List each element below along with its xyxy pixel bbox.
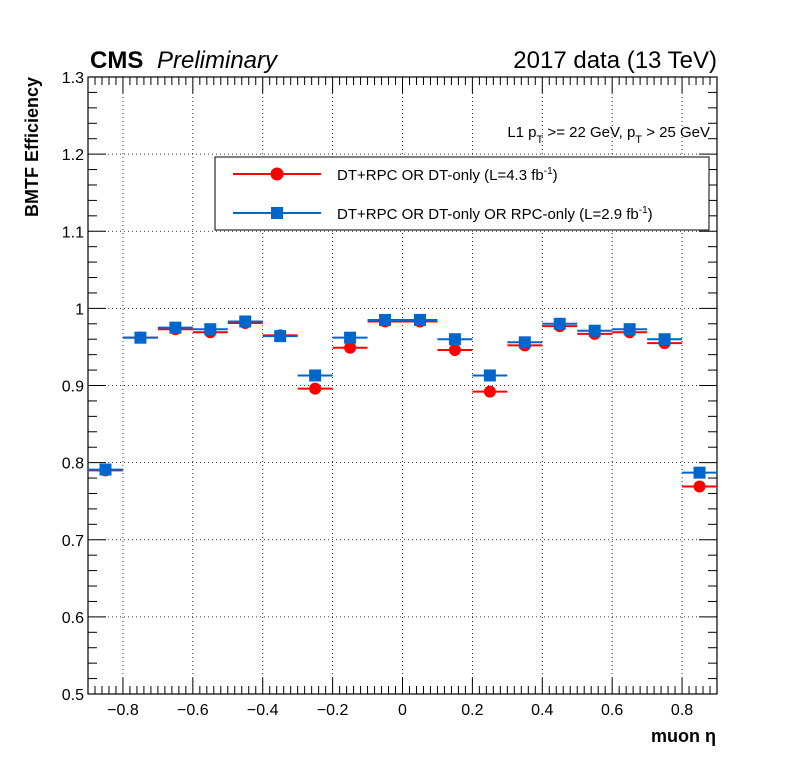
data-point-circle (344, 341, 357, 354)
grid (88, 77, 717, 694)
x-tick-label: −0.8 (107, 702, 139, 719)
cut-prefix: L1 p (507, 124, 536, 141)
data-point-circle (693, 480, 706, 493)
y-tick-label: 0.5 (62, 687, 84, 704)
cut-sub-1: T (537, 134, 544, 146)
cut-label: L1 pT >= 22 GeV, pT > 25 GeV (507, 124, 710, 146)
data-point-square (623, 323, 636, 336)
x-axis-title: muon η (651, 726, 716, 746)
y-tick-label: 0.8 (62, 456, 84, 473)
legend-2-close: ) (648, 206, 653, 223)
data-point-square (413, 313, 426, 326)
x-tick-label: −0.2 (317, 702, 349, 719)
x-tick-label: 0 (398, 702, 407, 719)
cut-sub-2: T (635, 134, 642, 146)
data-point-square (448, 333, 461, 346)
cut-middle: >= 22 GeV, p (543, 124, 635, 141)
data-point-square (379, 313, 392, 326)
series-square (88, 313, 717, 479)
legend-2-text: DT+RPC OR DT-only OR RPC-only (L=2.9 fb (337, 206, 639, 223)
y-tick-label: 0.9 (62, 379, 84, 396)
data-point-square (588, 324, 601, 337)
data-point-square (169, 321, 182, 334)
y-tick-label: 1.2 (62, 147, 84, 164)
legend-2-sup: -1 (639, 205, 648, 216)
y-tick-label: 1.1 (62, 224, 84, 241)
data-point-square (693, 466, 706, 479)
x-tick-label: −0.6 (177, 702, 209, 719)
x-tick-label: 0.2 (461, 702, 483, 719)
legend-1-close: ) (553, 167, 558, 184)
data-point-square (483, 369, 496, 382)
dataset-label: 2017 data (13 TeV) (513, 47, 717, 74)
data-series (88, 313, 717, 493)
x-tick-label: 0.8 (671, 702, 693, 719)
data-point-square (99, 463, 112, 476)
legend-label-1: DT+RPC OR DT-only (L=4.3 fb-1) (337, 166, 558, 184)
data-point-square (134, 331, 147, 344)
y-tick-labels: 0.5 0.6 0.7 0.8 0.9 1 1.1 1.2 1.3 (62, 70, 84, 704)
y-tick-label: 0.7 (62, 533, 84, 550)
x-tick-label: 0.4 (531, 702, 553, 719)
legend-label-2: DT+RPC OR DT-only OR RPC-only (L=2.9 fb-… (337, 205, 653, 223)
data-point-circle (309, 382, 322, 395)
cut-suffix: > 25 GeV (642, 124, 710, 141)
data-point-square (239, 315, 252, 328)
legend-box (214, 156, 710, 231)
data-point-square (344, 331, 357, 344)
legend-1-text: DT+RPC OR DT-only (L=4.3 fb (337, 167, 544, 184)
data-point-square (553, 317, 566, 330)
legend-1-sup: -1 (544, 166, 553, 177)
y-tick-label: 1 (75, 301, 84, 318)
x-tick-labels: −0.8 −0.6 −0.4 −0.2 0 0.2 0.4 0.6 0.8 (107, 702, 693, 719)
axis-ticks (87, 76, 718, 695)
y-axis-title: BMTF Efficiency (22, 77, 42, 217)
x-tick-label: 0.6 (601, 702, 623, 719)
data-point-square (274, 330, 287, 343)
data-point-circle (448, 344, 461, 357)
data-point-square (204, 323, 217, 336)
status-label: Preliminary (157, 47, 279, 74)
y-tick-label: 0.6 (62, 610, 84, 627)
x-tick-label: −0.4 (247, 702, 279, 719)
data-point-square (518, 336, 531, 349)
data-point-square (309, 369, 322, 382)
y-tick-label: 1.3 (62, 70, 84, 87)
data-point-square (658, 333, 671, 346)
legend: DT+RPC OR DT-only (L=4.3 fb-1) DT+RPC OR… (214, 156, 710, 231)
data-point-circle (483, 385, 496, 398)
experiment-label: CMS (90, 47, 143, 74)
legend-marker-square (271, 207, 283, 219)
legend-marker-circle (270, 167, 284, 181)
